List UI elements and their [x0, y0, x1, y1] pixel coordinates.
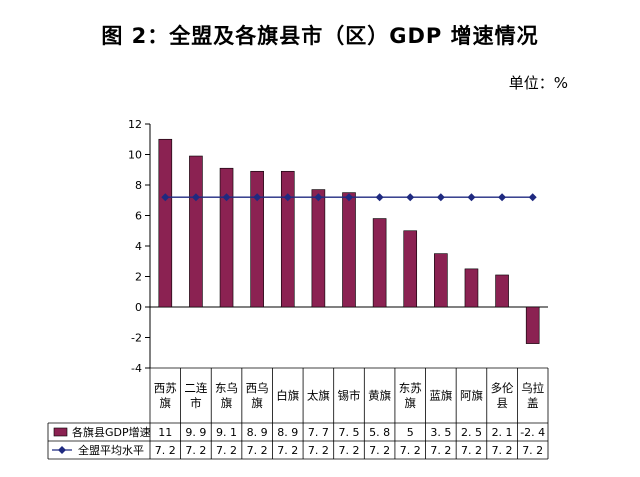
bar	[280, 170, 295, 308]
category-label: 二连	[184, 381, 207, 395]
bar	[495, 274, 509, 308]
diamond-marker	[498, 193, 507, 202]
bar	[464, 268, 479, 308]
y-tick-label: -4	[131, 362, 142, 375]
legend-label: 各旗县GDP增速	[72, 425, 151, 439]
diamond-marker	[375, 193, 384, 202]
y-tick-label: 2	[135, 271, 142, 284]
data-label: 7. 7	[308, 426, 329, 439]
data-label: 2. 1	[492, 426, 513, 439]
legend-diamond-icon	[58, 446, 66, 454]
category-label: 东苏	[399, 381, 422, 395]
legend-label: 全盟平均水平	[78, 443, 144, 457]
y-tick-label: 10	[128, 149, 142, 162]
diamond-marker	[406, 193, 415, 202]
bar	[342, 192, 356, 308]
diamond-marker	[467, 193, 476, 202]
category-label: 西苏	[154, 381, 177, 395]
data-label: 8. 9	[277, 426, 298, 439]
data-label: 7. 2	[369, 444, 390, 457]
category-label: 锡市	[338, 389, 361, 403]
y-tick-label: 4	[135, 240, 142, 253]
category-label: 阿旗	[460, 389, 483, 403]
y-tick-label: 6	[135, 210, 142, 223]
category-label: 县	[496, 396, 508, 410]
diamond-marker	[283, 193, 292, 202]
data-label: 9. 9	[185, 426, 206, 439]
data-label: 8. 9	[247, 426, 268, 439]
category-label: 市	[190, 396, 202, 410]
data-label: 7. 2	[461, 444, 482, 457]
data-label: 7. 2	[308, 444, 329, 457]
data-label: 7. 2	[492, 444, 513, 457]
category-label: 白旗	[276, 389, 299, 403]
bar	[189, 155, 203, 308]
data-label: 2. 5	[461, 426, 482, 439]
unit-label: 单位：%	[508, 74, 568, 92]
data-label: 7. 2	[522, 444, 543, 457]
diamond-marker	[161, 193, 170, 202]
bar	[250, 170, 264, 308]
diamond-marker	[191, 193, 200, 202]
bar	[434, 253, 448, 308]
category-label: 多伦	[491, 381, 514, 395]
data-label: -2. 4	[520, 426, 545, 439]
category-label: 东乌	[215, 381, 238, 395]
y-tick-label: 0	[135, 301, 142, 314]
data-label: 7. 2	[185, 444, 206, 457]
page-title: 图 2：全盟及各旗县市（区）GDP 增速情况	[101, 24, 539, 48]
y-tick-label: 8	[135, 179, 142, 192]
category-label: 旗	[160, 396, 172, 410]
chart-axes: -4 -2 0 2 4 6 8 10 12	[128, 118, 548, 375]
data-label: 11	[158, 426, 172, 439]
diamond-marker	[253, 193, 262, 202]
data-label: 7. 5	[339, 426, 360, 439]
data-label: 7. 2	[277, 444, 298, 457]
category-label: 乌拉	[521, 381, 544, 395]
data-label: 5. 8	[369, 426, 390, 439]
diamond-marker	[528, 193, 537, 202]
category-label: 旗	[251, 396, 263, 410]
category-label: 盖	[527, 396, 539, 410]
diamond-marker	[436, 193, 445, 202]
y-tick-label: -2	[131, 332, 142, 345]
data-label: 7. 2	[247, 444, 268, 457]
data-label: 7. 2	[339, 444, 360, 457]
data-label: 7. 2	[216, 444, 237, 457]
bar	[311, 189, 326, 308]
data-label: 3. 5	[430, 426, 451, 439]
category-label: 太旗	[307, 389, 330, 403]
category-label: 旗	[404, 396, 416, 410]
data-label: 7. 2	[430, 444, 451, 457]
bar	[372, 218, 387, 308]
category-label: 旗	[221, 396, 233, 410]
category-label: 西乌	[246, 381, 269, 395]
bar	[525, 306, 540, 344]
y-tick-label: 12	[128, 118, 142, 131]
diamond-marker	[345, 193, 353, 202]
data-label: 9. 1	[216, 426, 237, 439]
bar-series	[158, 138, 540, 344]
average-line-series	[161, 193, 537, 202]
data-label: 7. 2	[155, 444, 176, 457]
bar	[158, 138, 173, 308]
diamond-marker	[222, 193, 231, 202]
data-label: 5	[407, 426, 414, 439]
diamond-marker	[314, 193, 323, 202]
data-label: 7. 2	[400, 444, 421, 457]
category-label: 黄旗	[368, 389, 391, 403]
legend-bar-swatch	[53, 427, 68, 437]
bar	[403, 230, 418, 308]
category-label: 蓝旗	[429, 389, 452, 403]
bar	[219, 167, 234, 308]
